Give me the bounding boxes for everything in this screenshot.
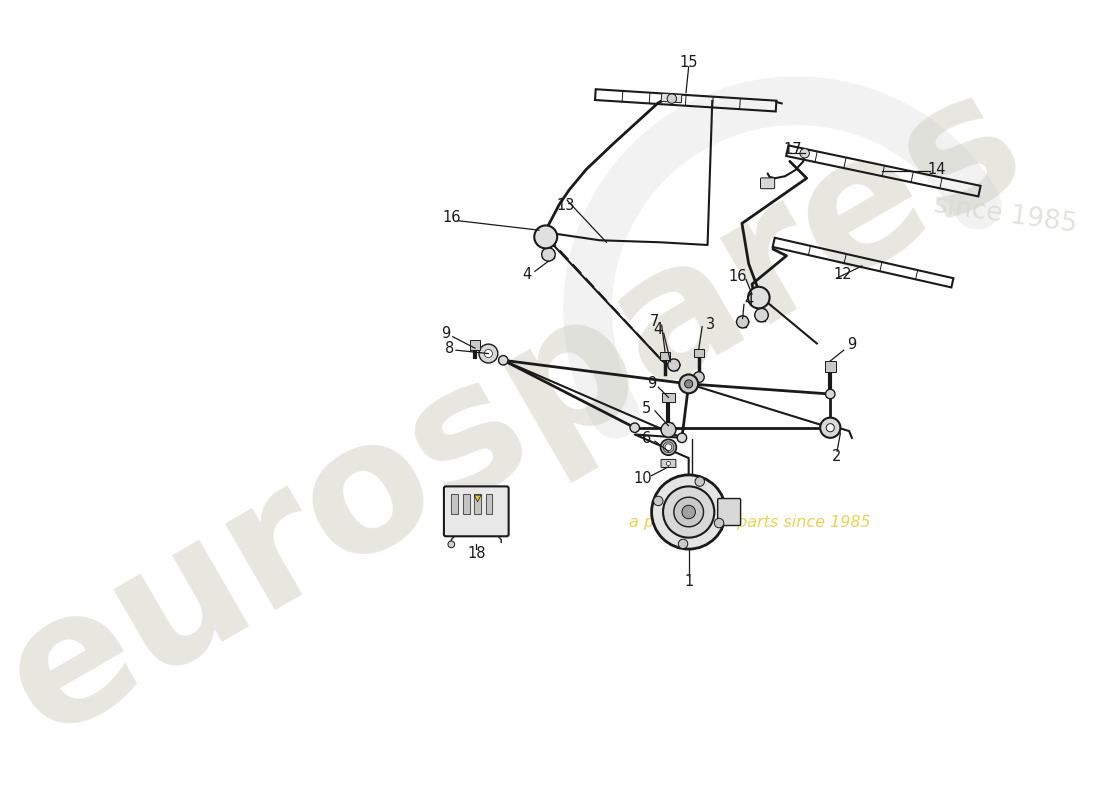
FancyBboxPatch shape [717, 498, 740, 526]
Circle shape [668, 359, 680, 371]
Text: eurospares: eurospares [0, 50, 1052, 772]
Text: 12: 12 [833, 267, 851, 282]
Circle shape [737, 316, 749, 328]
Circle shape [653, 496, 663, 506]
Circle shape [748, 286, 770, 308]
Text: 14: 14 [927, 162, 946, 177]
Text: 3: 3 [706, 317, 715, 332]
Text: 10: 10 [634, 470, 652, 486]
Circle shape [679, 539, 688, 549]
Circle shape [541, 248, 556, 261]
Circle shape [651, 475, 726, 549]
Circle shape [695, 477, 704, 486]
Circle shape [684, 379, 693, 389]
Circle shape [821, 418, 840, 438]
Text: 18: 18 [468, 546, 485, 562]
Text: 16: 16 [728, 269, 747, 283]
Circle shape [826, 390, 835, 398]
Circle shape [484, 350, 493, 358]
Circle shape [667, 94, 676, 103]
Text: 8: 8 [444, 341, 454, 356]
Bar [474, 494, 481, 514]
Text: 2: 2 [833, 449, 842, 463]
Text: a passion for parts since 1985: a passion for parts since 1985 [628, 514, 870, 530]
Circle shape [674, 497, 704, 527]
Circle shape [660, 439, 676, 455]
Text: 16: 16 [442, 210, 461, 225]
Bar [463, 494, 470, 514]
Circle shape [682, 506, 695, 518]
Text: 4: 4 [653, 322, 663, 338]
Text: 6: 6 [642, 431, 651, 446]
Text: 4: 4 [745, 294, 754, 309]
Circle shape [448, 541, 454, 548]
FancyBboxPatch shape [661, 459, 675, 467]
Circle shape [663, 486, 714, 538]
Text: 15: 15 [680, 55, 697, 70]
Bar [486, 494, 493, 514]
Circle shape [693, 372, 704, 382]
Text: 1: 1 [684, 574, 693, 589]
Circle shape [679, 374, 699, 394]
Text: 4: 4 [522, 267, 531, 282]
Bar [661, 94, 682, 102]
Circle shape [755, 308, 768, 322]
Circle shape [535, 226, 558, 248]
Bar [470, 340, 481, 350]
Circle shape [714, 518, 724, 528]
Circle shape [684, 380, 693, 388]
Text: 5: 5 [642, 401, 651, 416]
Circle shape [498, 355, 508, 365]
Bar [694, 349, 704, 357]
Text: 17: 17 [784, 142, 803, 157]
Polygon shape [474, 495, 481, 502]
Circle shape [826, 424, 834, 432]
Bar [825, 361, 836, 372]
Text: since 1985: since 1985 [933, 193, 1079, 238]
FancyBboxPatch shape [760, 178, 774, 189]
Text: 9: 9 [847, 338, 857, 352]
Text: 13: 13 [557, 198, 575, 213]
Text: 7: 7 [650, 314, 659, 330]
FancyBboxPatch shape [444, 486, 508, 536]
Bar [451, 494, 458, 514]
Circle shape [478, 344, 498, 363]
Circle shape [678, 433, 686, 442]
Text: 9: 9 [647, 376, 657, 391]
Circle shape [666, 444, 672, 450]
Circle shape [630, 423, 639, 433]
Circle shape [661, 422, 675, 437]
Circle shape [800, 149, 810, 158]
Bar [660, 352, 670, 360]
Circle shape [826, 423, 835, 433]
Bar [662, 393, 675, 402]
Circle shape [667, 462, 671, 466]
Text: 9: 9 [441, 326, 451, 341]
